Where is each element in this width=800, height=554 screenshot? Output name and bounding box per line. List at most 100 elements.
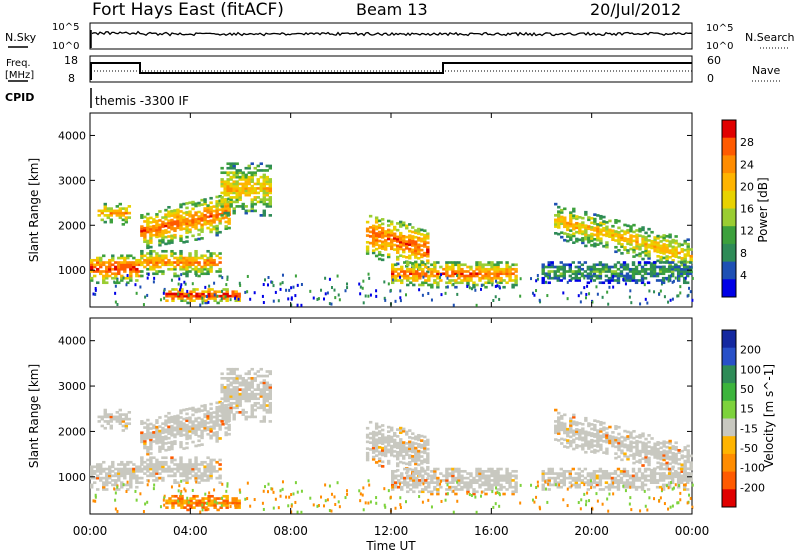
velocity-cell <box>650 453 654 456</box>
power-cell <box>152 249 156 253</box>
power-cell <box>268 200 273 204</box>
power-cell <box>629 229 633 233</box>
power-cell <box>656 246 660 249</box>
power-cell <box>617 242 621 245</box>
power-cell <box>189 297 193 300</box>
velocity-cell <box>188 472 192 475</box>
power-cell <box>135 270 139 273</box>
velocity-cell <box>670 481 673 485</box>
power-cell <box>601 265 606 269</box>
power-cell <box>140 261 144 264</box>
power-cell <box>143 261 147 264</box>
velocity-cell <box>195 501 199 505</box>
power-cell <box>371 238 376 241</box>
power-cell <box>253 182 257 186</box>
velocity-cell <box>393 438 397 442</box>
velocity-cell <box>197 476 201 480</box>
power-cell <box>566 239 570 243</box>
power-cell <box>191 261 195 264</box>
power-cell <box>566 280 569 284</box>
velocity-cell <box>399 447 403 450</box>
velocity-cell <box>508 485 512 489</box>
power-cell <box>265 187 269 190</box>
power-cell <box>628 274 633 278</box>
velocity-cell <box>253 388 257 391</box>
power-cell <box>605 243 609 247</box>
velocity-cell <box>674 461 678 465</box>
velocity-cell <box>124 422 129 426</box>
velocity-cell <box>635 448 639 452</box>
power-cell <box>111 258 115 262</box>
velocity-cell <box>287 504 290 508</box>
power-cell <box>215 229 219 232</box>
velocity-cell <box>578 437 582 441</box>
velocity-cell <box>644 458 648 461</box>
velocity-cell <box>635 446 639 450</box>
power-cell <box>167 212 171 216</box>
velocity-cell <box>114 467 118 471</box>
velocity-cell <box>667 485 672 489</box>
power-cell <box>200 256 204 260</box>
power-cell <box>451 272 455 276</box>
power-cell <box>132 265 136 269</box>
power-cell <box>643 261 648 264</box>
power-cell <box>146 263 150 267</box>
power-cell <box>623 232 627 236</box>
power-cell <box>368 241 373 245</box>
power-cell <box>598 281 603 285</box>
velocity-cell <box>191 465 195 469</box>
power-cell <box>117 265 121 269</box>
power-cell <box>402 248 406 252</box>
velocity-cell <box>562 479 566 482</box>
power-cell <box>553 270 557 273</box>
power-cell <box>152 267 156 271</box>
power-cell <box>655 272 660 276</box>
power-cell <box>559 279 563 282</box>
velocity-cell <box>170 456 174 460</box>
power-cell <box>426 270 430 274</box>
velocity-cell <box>682 488 687 491</box>
velocity-cell <box>580 481 585 485</box>
power-cell <box>607 265 612 269</box>
power-cell <box>170 254 174 258</box>
velocity-cell <box>604 476 609 480</box>
velocity-cell <box>93 481 97 485</box>
velocity-cell <box>644 453 648 457</box>
power-cell <box>143 258 147 262</box>
velocity-cell <box>374 442 379 446</box>
velocity-cell <box>632 454 636 458</box>
power-cell <box>604 270 609 273</box>
power-cell <box>117 272 121 276</box>
velocity-cell <box>272 506 275 510</box>
velocity-cell <box>616 474 621 478</box>
velocity-cell <box>186 496 189 500</box>
power-cell <box>411 250 415 254</box>
velocity-cell <box>557 416 561 420</box>
power-cell <box>659 235 663 239</box>
power-cell <box>140 270 144 273</box>
power-cell <box>194 222 198 226</box>
power-cell <box>195 273 198 277</box>
velocity-cell <box>380 433 385 436</box>
velocity-cell <box>209 414 213 417</box>
velocity-cell <box>677 449 681 452</box>
velocity-cell <box>581 438 585 442</box>
power-cell <box>689 290 692 294</box>
velocity-cell <box>426 443 430 446</box>
power-cell <box>173 233 177 237</box>
velocity-cell <box>209 420 213 424</box>
velocity-cell <box>646 508 649 512</box>
power-cell <box>256 169 260 172</box>
power-cell <box>405 293 408 297</box>
velocity-cell <box>445 479 449 482</box>
velocity-cell <box>444 498 447 502</box>
velocity-cell <box>514 474 518 478</box>
velocity-cell <box>661 474 666 478</box>
power-cell <box>605 227 609 231</box>
power-cell <box>383 245 388 249</box>
power-cell <box>670 272 675 276</box>
velocity-cell <box>143 467 147 471</box>
power-cell <box>143 231 147 235</box>
power-cell <box>637 279 642 282</box>
velocity-cell <box>565 469 569 473</box>
